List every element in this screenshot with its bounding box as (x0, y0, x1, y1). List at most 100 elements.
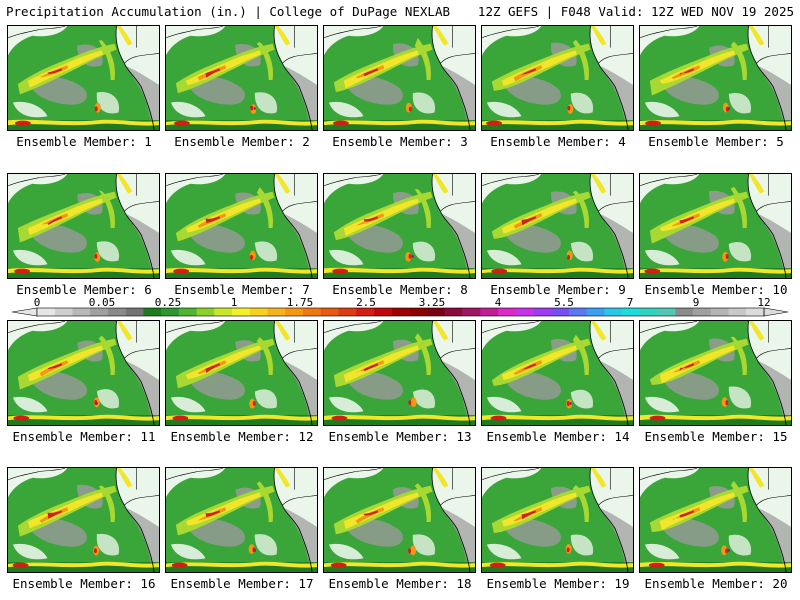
colorbar-swatch (444, 308, 463, 316)
colorbar-swatch (143, 308, 162, 316)
ensemble-member-label: Ensemble Member: 4 (490, 134, 626, 149)
ensemble-member-label: Ensemble Member: 7 (174, 282, 310, 297)
ensemble-member-label: Ensemble Member: 11 (12, 429, 156, 444)
colorbar-swatch (657, 308, 676, 316)
colorbar-tick-label: 12 (757, 296, 770, 309)
ensemble-member-label: Ensemble Member: 18 (328, 576, 472, 591)
ensemble-member-label: Ensemble Member: 14 (486, 429, 630, 444)
ensemble-member-label: Ensemble Member: 10 (644, 282, 788, 297)
precipitation-colorbar: 0 0.05 0.25 1 1.75 2.5 3.25 4 5.5 7 9 12 (0, 296, 800, 318)
colorbar-swatch (480, 308, 499, 316)
colorbar-swatch (107, 308, 126, 316)
precipitation-map (639, 467, 792, 573)
colorbar-swatch (285, 308, 304, 316)
precipitation-map (481, 320, 634, 426)
ensemble-member-label: Ensemble Member: 19 (486, 576, 630, 591)
ensemble-member-label: Ensemble Member: 16 (12, 576, 156, 591)
colorbar-swatch (533, 308, 552, 316)
precipitation-map (7, 320, 160, 426)
colorbar-swatch (320, 308, 339, 316)
colorbar-tick-label: 0.25 (155, 296, 182, 309)
ensemble-member-label: Ensemble Member: 3 (332, 134, 468, 149)
colorbar-swatch (409, 308, 428, 316)
precipitation-map (481, 25, 634, 131)
precipitation-map (639, 320, 792, 426)
colorbar-swatch (356, 308, 375, 316)
ensemble-member-label: Ensemble Member: 20 (644, 576, 788, 591)
colorbar-swatch (373, 308, 392, 316)
precipitation-map (323, 320, 476, 426)
ensemble-member-label: Ensemble Member: 5 (648, 134, 784, 149)
precipitation-map (481, 173, 634, 279)
colorbar-swatch (551, 308, 570, 316)
precipitation-map (165, 467, 318, 573)
colorbar-swatch (196, 308, 215, 316)
colorbar-swatch (568, 308, 587, 316)
colorbar-swatch (498, 308, 517, 316)
colorbar-swatch (710, 308, 729, 316)
colorbar-swatch (693, 308, 712, 316)
colorbar-tick-label: 9 (693, 296, 700, 309)
colorbar-swatch (604, 308, 623, 316)
ensemble-member-label: Ensemble Member: 8 (332, 282, 468, 297)
colorbar-max-arrow (763, 307, 789, 317)
colorbar-swatch (54, 308, 73, 316)
colorbar-swatch (622, 308, 641, 316)
colorbar-swatch (462, 308, 481, 316)
colorbar-tick-label: 4 (495, 296, 502, 309)
precipitation-map (481, 467, 634, 573)
colorbar-swatch (125, 308, 144, 316)
colorbar-tick-label: 0.05 (89, 296, 116, 309)
colorbar-swatch (675, 308, 694, 316)
ensemble-member-label: Ensemble Member: 12 (170, 429, 314, 444)
colorbar-swatch (639, 308, 658, 316)
colorbar-swatch (338, 308, 357, 316)
colorbar-swatch (515, 308, 534, 316)
precipitation-map (165, 25, 318, 131)
precipitation-map (639, 25, 792, 131)
colorbar-swatch (90, 308, 109, 316)
colorbar-tick-label: 1.75 (287, 296, 314, 309)
colorbar-tick-label: 5.5 (554, 296, 574, 309)
precipitation-map (7, 467, 160, 573)
colorbar-svg: 0 0.05 0.25 1 1.75 2.5 3.25 4 5.5 7 9 12 (11, 296, 789, 317)
colorbar-swatch (746, 308, 765, 316)
colorbar-tick-label: 1 (231, 296, 238, 309)
ensemble-member-label: Ensemble Member: 9 (490, 282, 626, 297)
colorbar-swatch (72, 308, 91, 316)
precipitation-map (7, 25, 160, 131)
colorbar-swatch (232, 308, 251, 316)
colorbar-swatch (728, 308, 747, 316)
colorbar-tick-label: 7 (627, 296, 634, 309)
precipitation-map (323, 467, 476, 573)
colorbar-tick-label: 2.5 (356, 296, 376, 309)
colorbar-tick-label: 3.25 (419, 296, 446, 309)
colorbar-swatch (178, 308, 197, 316)
ensemble-member-label: Ensemble Member: 13 (328, 429, 472, 444)
precipitation-map (639, 173, 792, 279)
colorbar-swatch (249, 308, 268, 316)
colorbar-min-arrow (11, 307, 38, 317)
colorbar-swatch (214, 308, 233, 316)
precipitation-map (323, 173, 476, 279)
map-title: Precipitation Accumulation (in.) | Colle… (6, 4, 451, 19)
ensemble-member-label: Ensemble Member: 15 (644, 429, 788, 444)
colorbar-frame (36, 307, 765, 317)
colorbar-swatch (267, 308, 286, 316)
precipitation-map (323, 25, 476, 131)
colorbar-swatch (302, 308, 322, 316)
ensemble-member-label: Ensemble Member: 17 (170, 576, 314, 591)
colorbar-swatch (37, 308, 56, 316)
colorbar-swatch (161, 308, 180, 316)
precipitation-map (7, 173, 160, 279)
ensemble-member-label: Ensemble Member: 2 (174, 134, 310, 149)
precipitation-map (165, 320, 318, 426)
ensemble-member-label: Ensemble Member: 1 (16, 134, 152, 149)
ensemble-member-label: Ensemble Member: 6 (16, 282, 152, 297)
colorbar-swatch (391, 308, 410, 316)
colorbar-swatch (427, 308, 446, 316)
colorbar-tick-label: 0 (34, 296, 41, 309)
colorbar-swatch (586, 308, 605, 316)
precipitation-map (165, 173, 318, 279)
